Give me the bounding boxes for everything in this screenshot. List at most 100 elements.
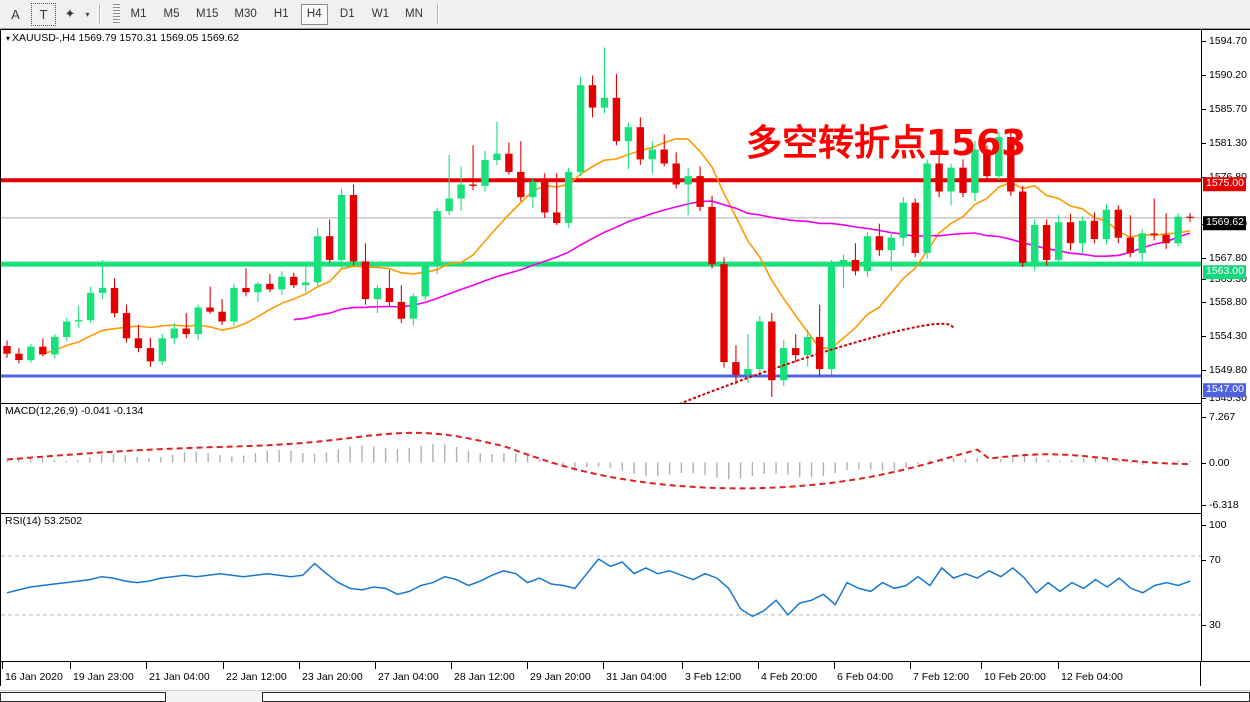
price-price-tag: 1575.00 — [1203, 177, 1246, 191]
candle-body — [576, 85, 585, 172]
text-tool-label: A — [11, 6, 20, 22]
timeframe-button-m1[interactable]: M1 — [125, 4, 152, 25]
candle-body — [433, 211, 441, 266]
time-axis-label: 6 Feb 04:00 — [837, 671, 894, 683]
timeframe-button-h1[interactable]: H1 — [268, 4, 295, 25]
main-toolbar: A T ✦ ▾ M1 M5 M15 M30 H1 H4 D1 W1 MN — [0, 0, 1250, 29]
objects-tool-button[interactable]: ✦ — [59, 3, 81, 26]
rsi-tick-mark — [1202, 525, 1206, 526]
candle-body — [672, 163, 680, 185]
timeframe-button-w1[interactable]: W1 — [367, 4, 394, 25]
candle-body — [337, 195, 346, 260]
time-axis-tick — [1058, 662, 1059, 669]
timeframe-label: H1 — [273, 8, 289, 20]
status-segment-right[interactable] — [262, 692, 1250, 702]
price-tick-mark — [1202, 279, 1206, 280]
candle-body — [612, 97, 621, 142]
candle-body — [1078, 220, 1087, 244]
time-axis-tick — [981, 662, 982, 669]
time-axis-label: 12 Feb 04:00 — [1061, 671, 1123, 683]
candle-body — [875, 236, 883, 251]
candle-body — [756, 321, 764, 369]
chart-annotation-text: 多空转折点1563 — [746, 123, 1027, 164]
candle-body — [983, 149, 991, 177]
price-tick-mark — [1202, 370, 1206, 371]
collapse-caret-icon[interactable]: ▾ — [6, 34, 11, 43]
candle-body — [493, 153, 501, 160]
candle-body — [1066, 222, 1075, 244]
candle-body — [851, 260, 860, 272]
time-axis-labels: 16 Jan 2020 19 Jan 23:00 21 Jan 04:00 22 Ja… — [1, 662, 1200, 686]
price-axis-ticks: 1594.701590.201585.701581.301576.801572.… — [1202, 30, 1250, 404]
candle-body — [995, 137, 1003, 177]
candle-body — [122, 313, 131, 339]
candle-body — [1102, 209, 1111, 240]
candle-body — [302, 282, 310, 286]
time-axis-label: 10 Feb 20:00 — [984, 671, 1046, 683]
candle-body — [182, 328, 190, 335]
price-chart-pane[interactable]: ▾ XAUUSD-,H4 1569.79 1570.31 1569.05 1569… — [0, 29, 1201, 404]
label-tool-button[interactable]: T — [31, 2, 56, 26]
timeframe-label: M15 — [196, 8, 219, 20]
candle-body — [457, 184, 465, 199]
candle-body — [744, 369, 752, 375]
time-axis-tick — [603, 662, 604, 669]
candle-body — [1174, 216, 1182, 244]
candle-body — [349, 195, 358, 262]
timeframe-label: W1 — [371, 8, 389, 20]
time-axis-tick — [70, 662, 71, 669]
candle-body — [1054, 222, 1063, 260]
timeframe-label: MN — [405, 8, 423, 20]
candle-body — [15, 353, 23, 360]
symbol-ohlc-text: XAUUSD-,H4 1569.79 1570.31 1569.05 1569.… — [12, 32, 240, 44]
toolbar-grip-handle[interactable] — [113, 4, 120, 24]
candle-body — [660, 149, 668, 164]
candle-body — [887, 237, 895, 251]
candle-body — [505, 153, 513, 172]
candle-body — [373, 288, 382, 300]
rsi-pane[interactable]: RSI(14) 53.2502 — [0, 514, 1201, 662]
timeframe-button-d1[interactable]: D1 — [334, 4, 361, 25]
candle-body — [815, 336, 824, 370]
rsi-tick-label: 100 — [1209, 518, 1227, 531]
candle-body — [314, 236, 322, 283]
text-tool-button[interactable]: A — [3, 3, 28, 26]
objects-icon: ✦ — [64, 6, 76, 21]
timeframe-button-h4[interactable]: H4 — [300, 3, 328, 25]
time-axis-label: 29 Jan 20:00 — [530, 671, 591, 683]
time-axis-label: 3 Feb 12:00 — [685, 671, 742, 683]
candle-body — [421, 265, 429, 297]
time-axis-label: 16 Jan 2020 — [5, 671, 63, 683]
candle-body — [230, 288, 238, 322]
candle-body — [63, 321, 71, 337]
macd-tick-label: 7.267 — [1209, 410, 1236, 423]
price-tick-mark — [1202, 41, 1206, 42]
price-price-tag: 1563.00 — [1203, 265, 1246, 279]
timeframe-button-m30[interactable]: M30 — [229, 4, 261, 25]
price-tick-mark — [1202, 302, 1206, 303]
candle-body — [254, 283, 262, 293]
timeframe-button-m15[interactable]: M15 — [191, 4, 223, 25]
timeframe-label: M30 — [234, 8, 257, 20]
objects-dropdown-button[interactable]: ▾ — [81, 3, 93, 26]
time-axis[interactable]: 16 Jan 2020 19 Jan 23:00 21 Jan 04:00 22 Ja… — [0, 662, 1201, 686]
symbol-header: ▾ XAUUSD-,H4 1569.79 1570.31 1569.05 1569… — [6, 32, 239, 44]
timeframe-button-m5[interactable]: M5 — [158, 4, 185, 25]
macd-pane[interactable]: MACD(12,26,9) -0.041 -0.134 — [0, 404, 1201, 514]
time-axis-label: 28 Jan 12:00 — [454, 671, 515, 683]
candle-body — [397, 301, 405, 319]
price-tick-label: 1590.20 — [1209, 68, 1247, 81]
timeframe-button-mn[interactable]: MN — [400, 4, 428, 25]
status-segment-left[interactable] — [0, 692, 166, 702]
status-bar — [0, 690, 1250, 702]
price-tick-label: 1576.80 — [1209, 172, 1247, 183]
candle-body — [1031, 225, 1039, 263]
price-axis-column[interactable]: 1594.701590.201585.701581.301576.801572.… — [1201, 29, 1250, 662]
rsi-axis-ticks: 100 70 30 — [1202, 515, 1250, 662]
time-axis-tick — [682, 662, 683, 669]
candle-body — [708, 206, 716, 265]
candle-body — [696, 176, 704, 207]
candle-body — [684, 176, 692, 185]
macd-canvas — [6, 431, 1191, 490]
